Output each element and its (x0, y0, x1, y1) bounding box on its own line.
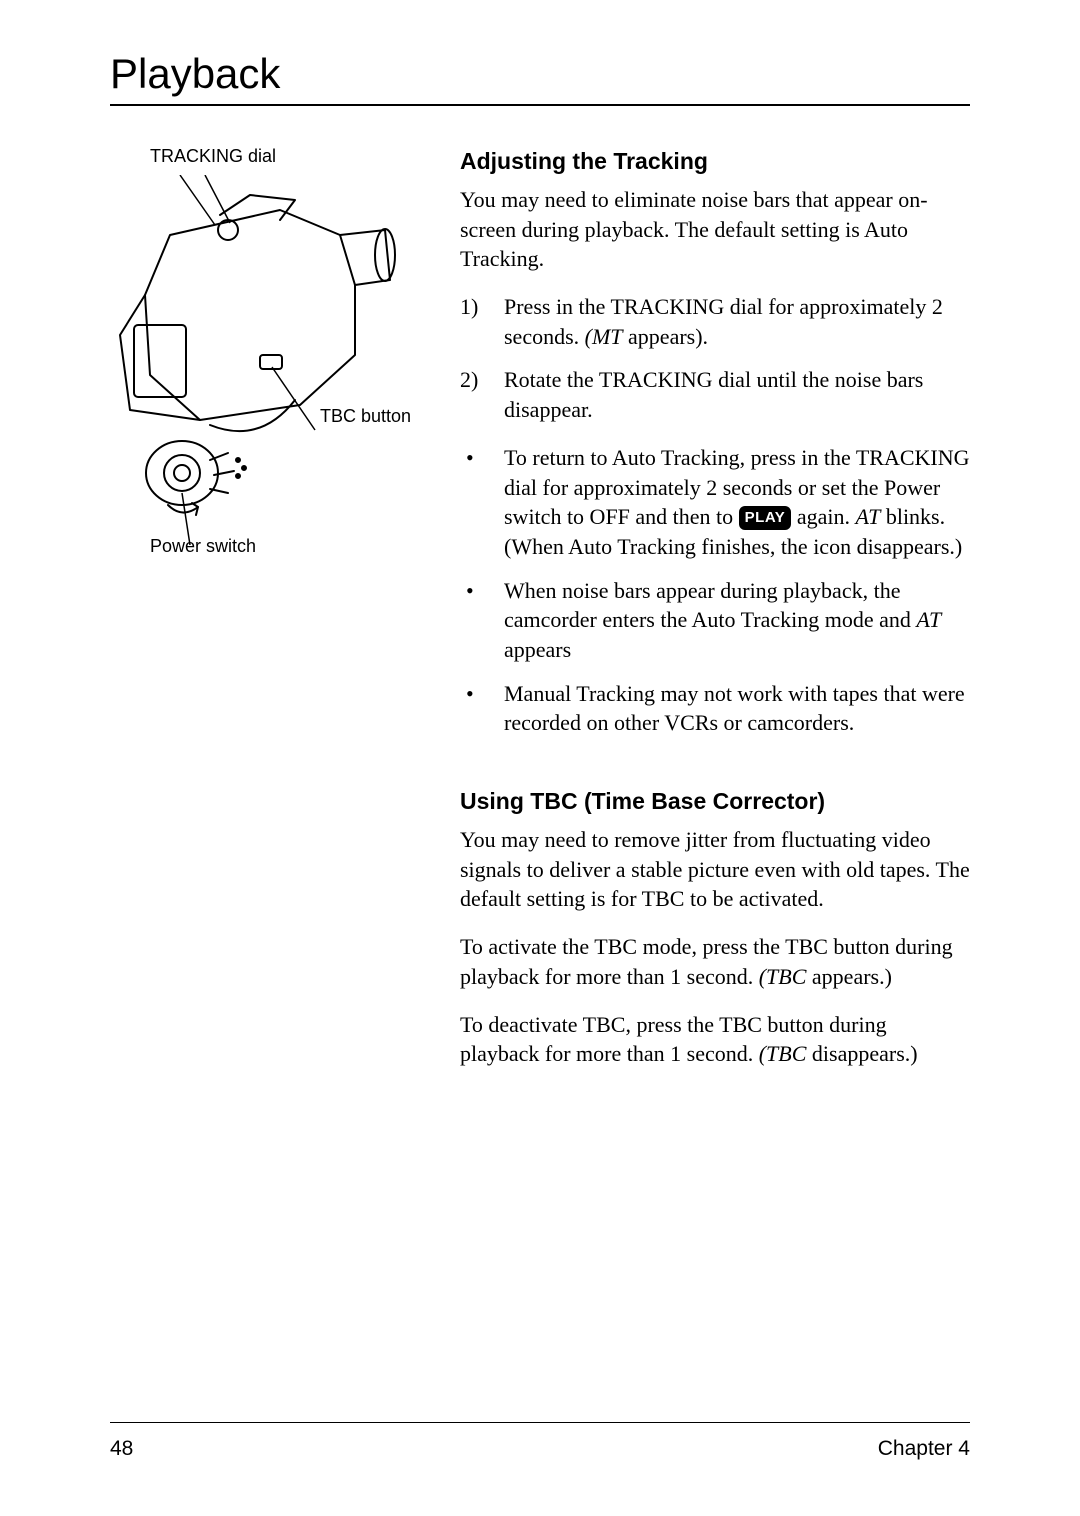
tracking-intro: You may need to eliminate noise bars tha… (460, 185, 970, 274)
bullet-pre: When noise bars appear during playback, … (504, 578, 916, 633)
bullet-text: When noise bars appear during playback, … (504, 576, 970, 665)
chapter-label: Chapter 4 (878, 1437, 970, 1461)
label-power-switch: Power switch (150, 536, 256, 557)
bullet-pre: Manual Tracking may not work with tapes … (504, 681, 965, 736)
tbc-p1: You may need to remove jitter from fluct… (460, 825, 970, 914)
step-number: 1) (460, 292, 504, 351)
bullet-marker: • (460, 679, 504, 738)
heading-tbc: Using TBC (Time Base Corrector) (460, 786, 970, 817)
step-text-italic: (MT (585, 324, 623, 349)
tbc-p3-italic: (TBC (759, 1041, 807, 1066)
bullet-text: Manual Tracking may not work with tapes … (504, 679, 970, 738)
bullet-2: • When noise bars appear during playback… (460, 576, 970, 665)
diagram-column: TRACKING dial (110, 146, 430, 1087)
bullet-marker: • (460, 576, 504, 665)
tbc-p2-b: appears.) (806, 964, 892, 989)
bullet-italic: AT (855, 504, 880, 529)
bullet-italic: AT (916, 607, 941, 632)
bullet-post: appears (504, 637, 571, 662)
tbc-p2-italic: (TBC (759, 964, 807, 989)
tbc-p2: To activate the TBC mode, press the TBC … (460, 932, 970, 991)
bullet-3: • Manual Tracking may not work with tape… (460, 679, 970, 738)
camcorder-illustration (110, 175, 410, 545)
tracking-bullets: • To return to Auto Tracking, press in t… (460, 443, 970, 738)
page-number: 48 (110, 1437, 133, 1461)
step-text-a: Press in the TRACKING dial for approxima… (504, 294, 943, 349)
label-tracking-dial: TRACKING dial (150, 146, 430, 167)
step-text-b: appears). (623, 324, 709, 349)
content-row: TRACKING dial (110, 146, 970, 1087)
heading-adjusting-tracking: Adjusting the Tracking (460, 146, 970, 177)
step-text: Press in the TRACKING dial for approxima… (504, 292, 970, 351)
camcorder-diagram: TRACKING dial (110, 146, 430, 545)
tbc-p3-b: disappears.) (806, 1041, 917, 1066)
bullet-text: To return to Auto Tracking, press in the… (504, 443, 970, 562)
tracking-steps: 1) Press in the TRACKING dial for approx… (460, 292, 970, 425)
bullet-1: • To return to Auto Tracking, press in t… (460, 443, 970, 562)
step-2: 2) Rotate the TRACKING dial until the no… (460, 365, 970, 424)
step-number: 2) (460, 365, 504, 424)
label-tbc-button: TBC button (320, 406, 411, 427)
step-text-a: Rotate the TRACKING dial until the noise… (504, 367, 923, 422)
page-title: Playback (110, 50, 970, 106)
step-text: Rotate the TRACKING dial until the noise… (504, 365, 970, 424)
bullet-mid: again. (791, 504, 855, 529)
text-column: Adjusting the Tracking You may need to e… (460, 146, 970, 1087)
tbc-p3: To deactivate TBC, press the TBC button … (460, 1010, 970, 1069)
bullet-marker: • (460, 443, 504, 562)
play-badge-icon: PLAY (739, 506, 792, 530)
page-footer: 48 Chapter 4 (110, 1422, 970, 1461)
step-1: 1) Press in the TRACKING dial for approx… (460, 292, 970, 351)
